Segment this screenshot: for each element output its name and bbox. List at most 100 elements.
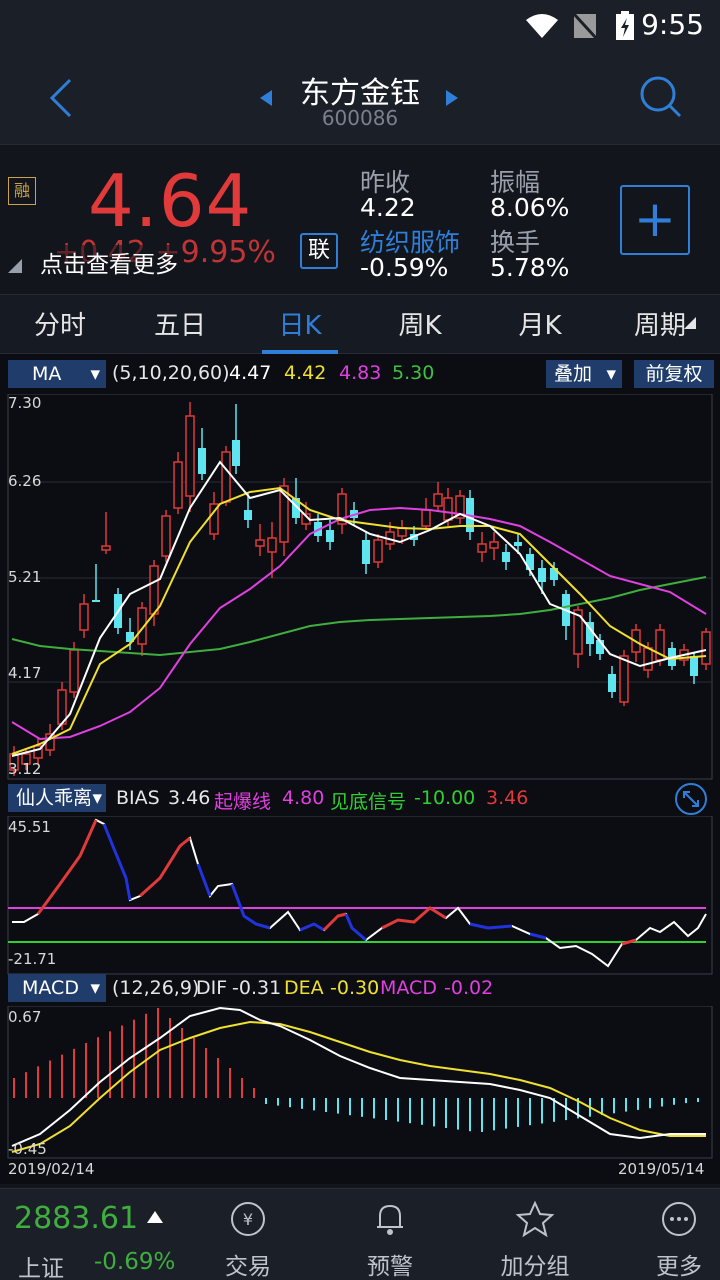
date-start: 2019/02/14 [8, 1160, 95, 1178]
last-price: 4.64 [88, 159, 253, 243]
turnover-value: 5.78% [490, 253, 570, 282]
candle-body [690, 656, 698, 676]
nav-alert[interactable]: 预警 [367, 1254, 413, 1280]
search-icon[interactable] [638, 74, 684, 120]
candle-body [79, 603, 89, 631]
candle-body [586, 622, 594, 644]
tab-intraday[interactable]: 分时 [33, 311, 86, 341]
sector-change: -0.59% [360, 253, 449, 282]
bias-axis-top: 45.51 [8, 818, 51, 836]
turnover-label: 换手 [490, 228, 541, 257]
prev-stock-icon[interactable] [258, 88, 274, 108]
price-axis-top: 7.30 [8, 394, 42, 412]
amplitude-label: 振幅 [490, 168, 541, 197]
candle-body [455, 495, 465, 519]
trade-icon[interactable]: ¥ [228, 1199, 268, 1239]
tab-weekly-k[interactable]: 周K [398, 311, 442, 341]
candle-body [619, 655, 629, 703]
prev-close-label: 昨收 [360, 168, 411, 197]
ma-indicator-select[interactable]: MA ▾ [8, 360, 106, 388]
link-button[interactable]: 联 [300, 233, 338, 269]
price-axis-2: 6.26 [8, 472, 42, 490]
nav-trade[interactable]: 交易 [225, 1254, 271, 1280]
candle-body [173, 461, 183, 509]
macd-params: (12,26,9) [112, 977, 200, 999]
price-axis-3: 5.21 [8, 568, 42, 586]
qbx-label: 起爆线 [214, 791, 272, 813]
ma5-value: 4.47 [229, 362, 272, 384]
candle-body [421, 509, 431, 527]
more-icon[interactable] [659, 1199, 699, 1239]
prev-close-value: 4.22 [360, 193, 416, 222]
star-icon[interactable] [515, 1199, 555, 1239]
tab-five-day[interactable]: 五日 [153, 311, 206, 341]
bias-pane [7, 816, 713, 975]
adjust-button[interactable]: 前复权 [634, 360, 714, 388]
qbx-value: 4.80 [282, 787, 325, 809]
back-icon[interactable] [44, 76, 76, 120]
dea-value: -0.30 [330, 977, 380, 999]
candle-body [526, 554, 534, 570]
ma20-value: 4.83 [339, 362, 382, 384]
candle-body [232, 440, 240, 466]
macd-axis-top: 0.67 [8, 1008, 42, 1026]
bell-icon[interactable] [370, 1199, 410, 1239]
nav-bar: 东方金钰 600086 [0, 52, 720, 144]
index-value[interactable]: 2883.61 [14, 1201, 139, 1236]
candle-body [514, 542, 522, 546]
expand-icon[interactable] [674, 782, 708, 816]
price-axis-4: 4.17 [8, 664, 42, 682]
ma60-value: 5.30 [392, 362, 435, 384]
stock-code: 600086 [321, 106, 399, 130]
macd-indicator-name: MACD [22, 977, 79, 999]
candle-body [292, 498, 300, 518]
corner-triangle-icon [8, 259, 22, 273]
candle-body [608, 674, 616, 692]
candle-body [267, 537, 277, 553]
macd-indicator-select[interactable]: MACD ▾ [8, 974, 106, 1002]
chevron-down-icon: ▾ [90, 363, 100, 385]
candle-body [185, 415, 195, 497]
macd-axis-bottom: -0.45 [8, 1140, 47, 1158]
candle-body [489, 541, 499, 549]
view-more-hint[interactable]: 点击查看更多 [40, 245, 178, 279]
nav-more[interactable]: 更多 [656, 1254, 702, 1280]
battery-charging-icon [616, 11, 634, 40]
candle-body [701, 631, 711, 665]
nav-add-group[interactable]: 加分组 [500, 1254, 570, 1280]
overlay-select[interactable]: 叠加 ▾ [546, 360, 622, 388]
macd-label: MACD [380, 977, 437, 999]
tab-period[interactable]: 周期 [633, 311, 686, 341]
candle-body [573, 609, 583, 655]
ma-indicator-name: MA [32, 363, 62, 385]
quote-panel[interactable]: 融 4.64 +0.42 +9.95% 点击查看更多 联 昨收 4.22 纺织服… [0, 144, 720, 294]
candle-body [21, 753, 31, 765]
candle-body [209, 503, 219, 535]
candle-body [337, 493, 347, 525]
candle-body [126, 632, 134, 642]
candle-body [502, 552, 510, 562]
price-pane [7, 394, 713, 780]
add-watchlist-button[interactable]: + [620, 185, 690, 255]
kline-chart-area[interactable]: MA ▾ (5,10,20,60) 4.47 4.42 4.83 5.30 叠加… [0, 354, 720, 1184]
clock: 9:55 [641, 8, 704, 41]
candle-body [362, 540, 370, 564]
bottom-bar: 2883.61 上证 -0.69% ¥ 交易 预警 加分组 更多 [0, 1188, 720, 1280]
next-stock-icon[interactable] [444, 88, 460, 108]
candle-body [161, 515, 171, 557]
bias-value: 3.46 [168, 787, 211, 809]
tab-monthly-k[interactable]: 月K [518, 311, 562, 341]
candle-body [244, 510, 252, 520]
candle-body [137, 607, 147, 645]
date-end: 2019/05/14 [618, 1160, 705, 1178]
sector-link[interactable]: 纺织服饰 [360, 228, 461, 257]
candle-body [596, 640, 604, 654]
candle-body [477, 543, 487, 553]
candle-body [149, 565, 159, 615]
chevron-down-icon: ▾ [92, 787, 102, 809]
candle-body [101, 545, 111, 551]
bias-indicator-select[interactable]: 仙人乖离 ▾ [8, 784, 106, 812]
overlay-label: 叠加 [554, 363, 593, 385]
candle-body [33, 745, 43, 759]
tab-daily-k[interactable]: 日K [278, 311, 322, 341]
